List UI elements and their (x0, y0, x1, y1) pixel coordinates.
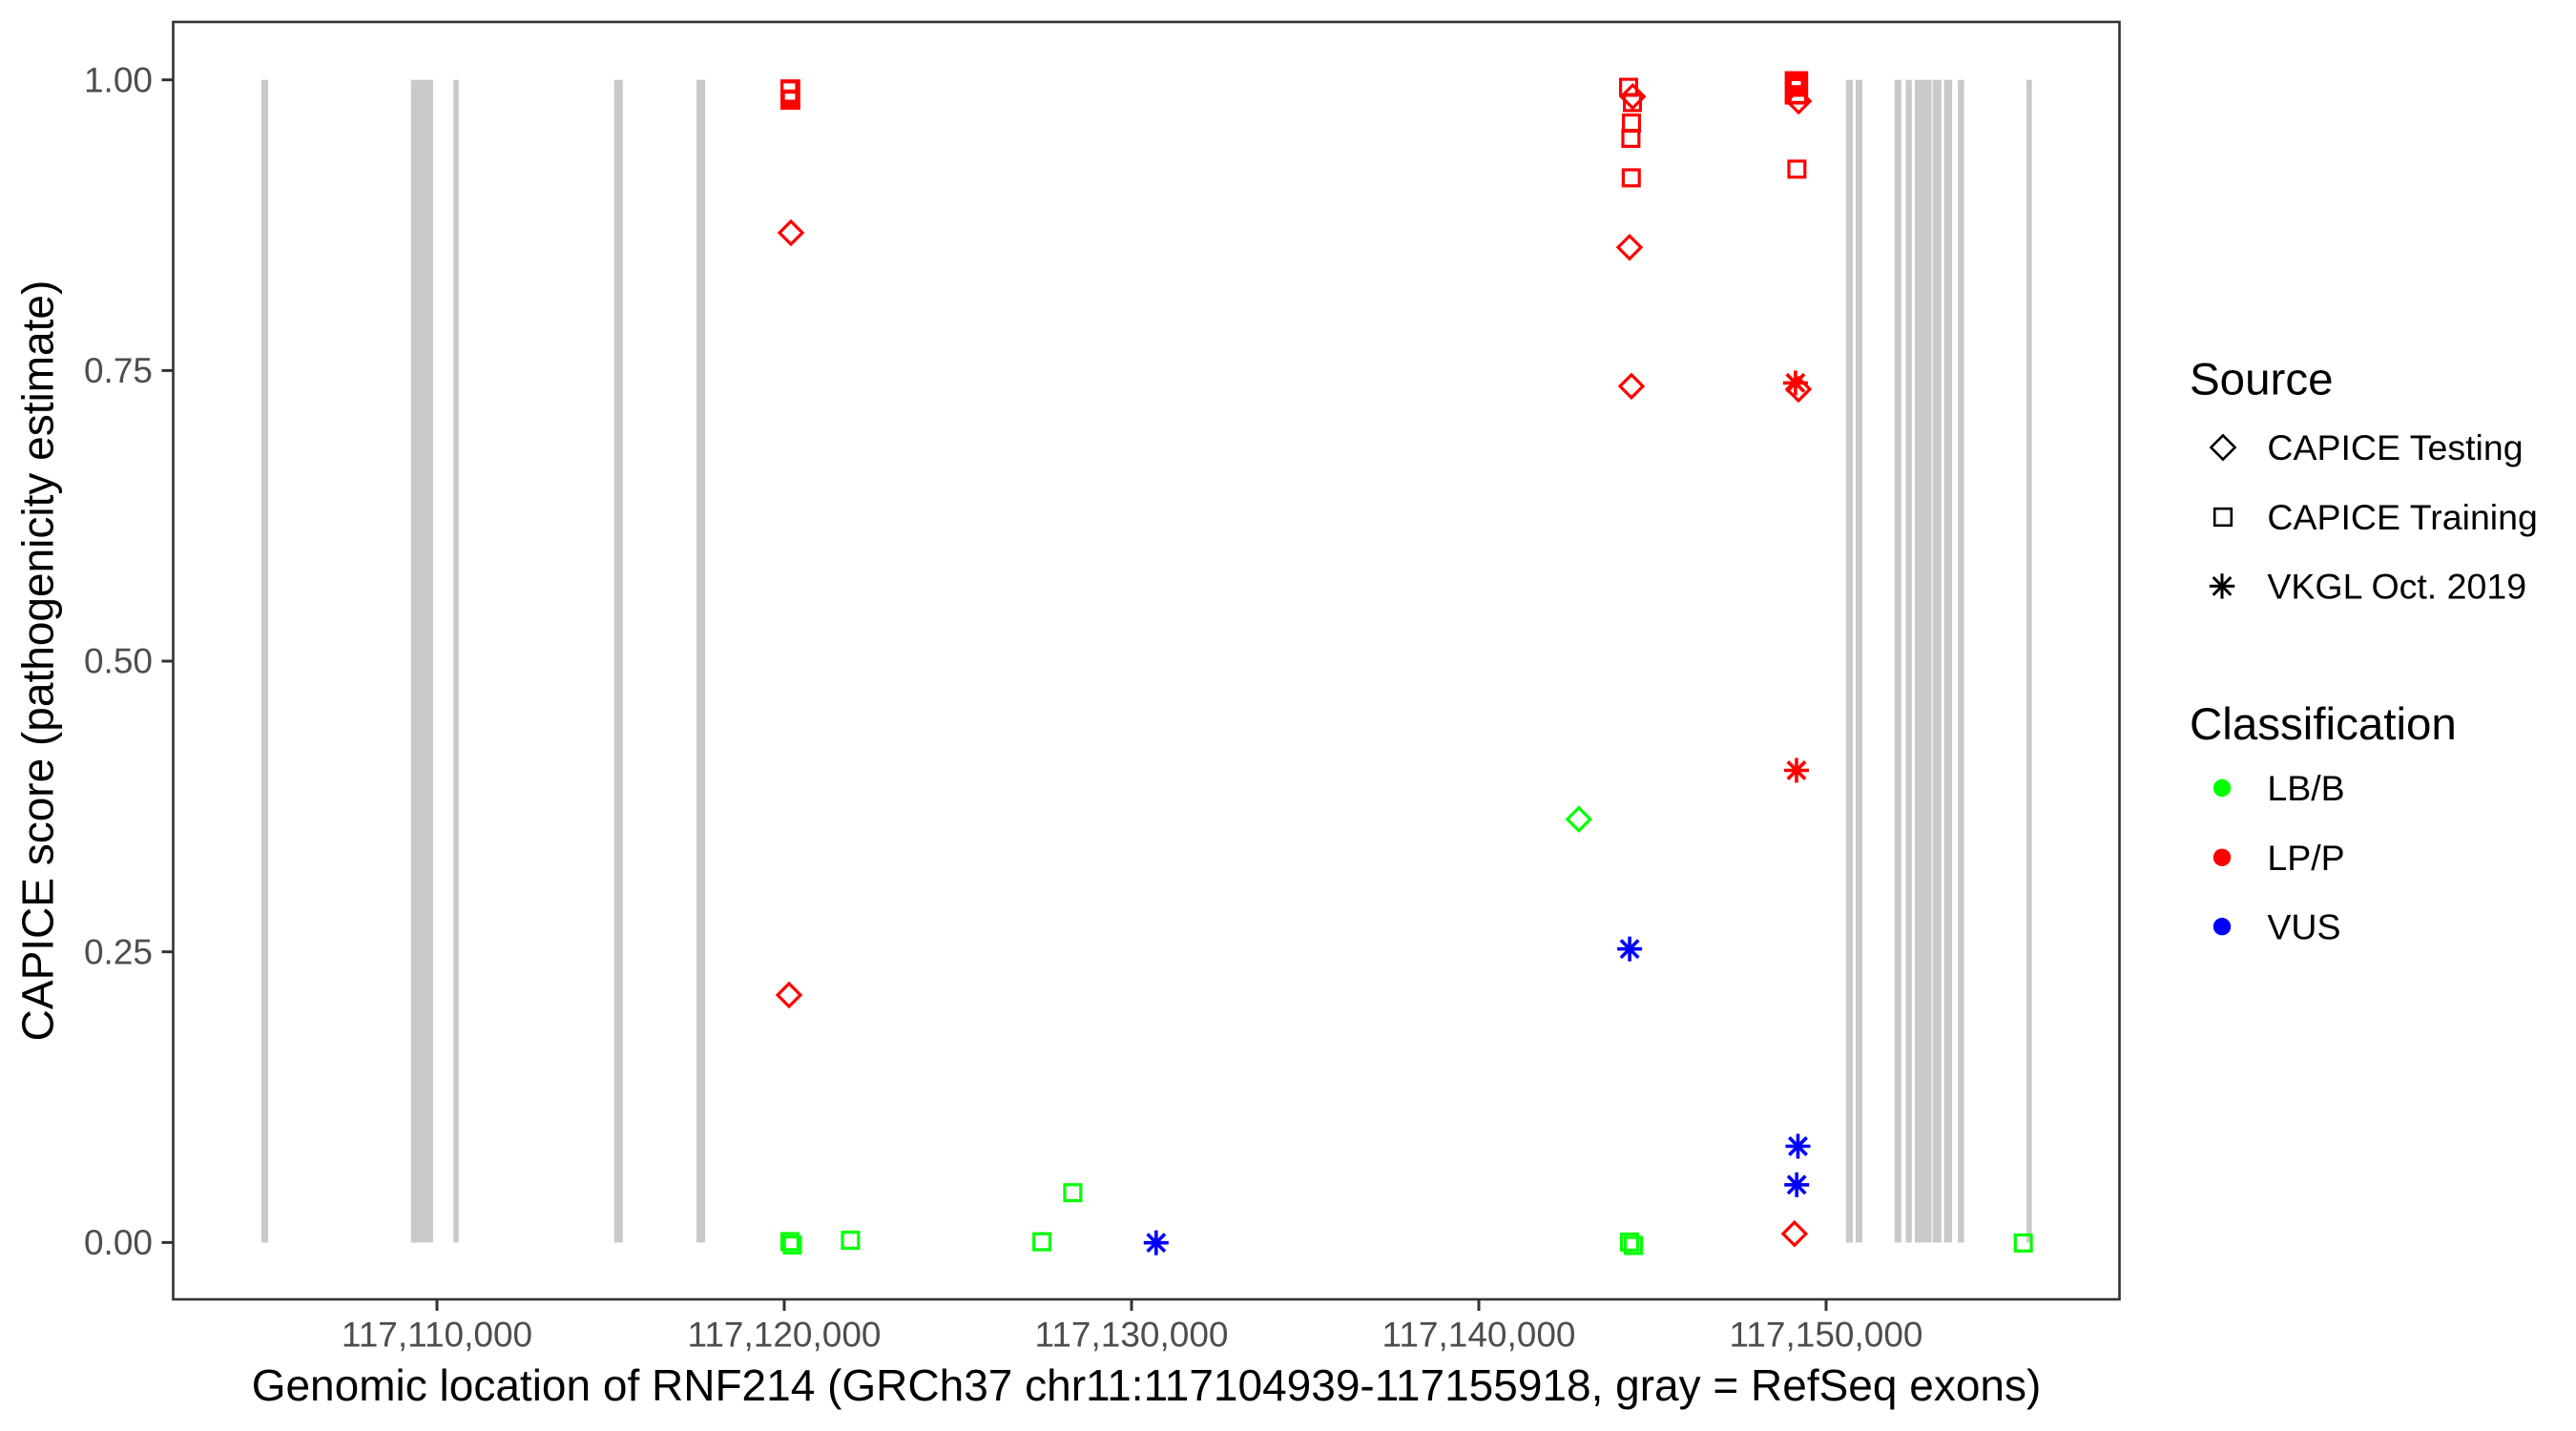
svg-text:117,110,000: 117,110,000 (342, 1316, 532, 1355)
svg-text:VKGL Oct. 2019: VKGL Oct. 2019 (2267, 567, 2526, 607)
svg-text:1.00: 1.00 (84, 60, 153, 99)
svg-text:CAPICE Training: CAPICE Training (2267, 497, 2537, 537)
svg-text:117,140,000: 117,140,000 (1381, 1316, 1575, 1355)
svg-text:0.25: 0.25 (84, 932, 153, 971)
svg-text:CAPICE score (pathogenicity es: CAPICE score (pathogenicity estimate) (13, 280, 63, 1042)
svg-text:117,130,000: 117,130,000 (1034, 1316, 1228, 1355)
svg-text:0.75: 0.75 (84, 351, 153, 390)
svg-text:Classification: Classification (2190, 699, 2457, 750)
svg-text:LB/B: LB/B (2267, 768, 2344, 808)
svg-text:Genomic location of RNF214 (GR: Genomic location of RNF214 (GRCh37 chr11… (252, 1360, 2042, 1410)
svg-text:117,120,000: 117,120,000 (687, 1316, 881, 1355)
svg-text:VUS: VUS (2267, 906, 2340, 946)
svg-text:117,150,000: 117,150,000 (1729, 1316, 1922, 1355)
svg-text:CAPICE Testing: CAPICE Testing (2267, 427, 2523, 467)
svg-text:0.50: 0.50 (84, 642, 153, 681)
svg-text:Source: Source (2190, 355, 2334, 405)
svg-text:LP/P: LP/P (2267, 838, 2344, 878)
svg-text:0.00: 0.00 (84, 1223, 153, 1262)
